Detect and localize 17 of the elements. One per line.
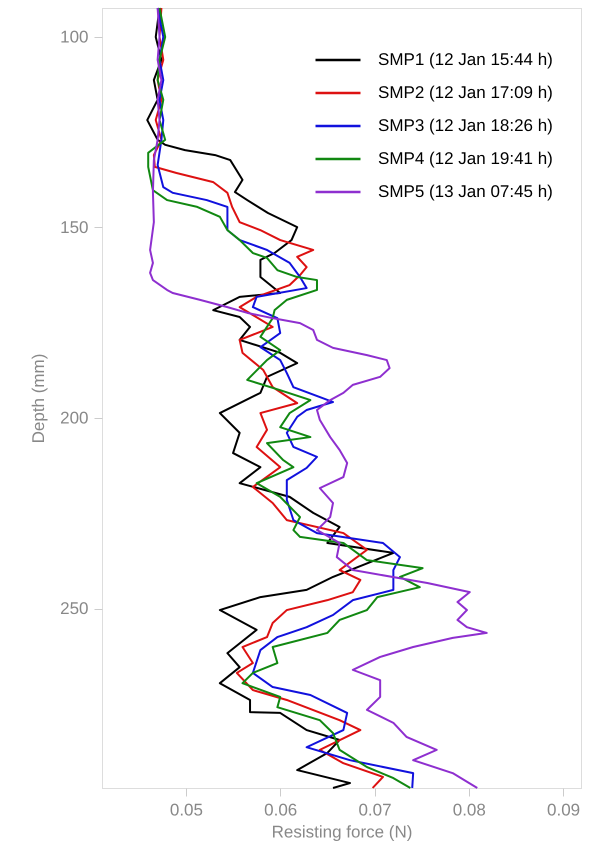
y-tick-label: 100 — [60, 27, 88, 46]
y-axis-title: Depth (mm) — [29, 354, 48, 444]
legend-label: SMP5 (13 Jan 07:45 h) — [378, 182, 553, 201]
y-tick-label: 150 — [60, 218, 88, 237]
y-tick-label: 250 — [60, 599, 88, 618]
y-tick-label: 200 — [60, 408, 88, 428]
x-tick-label: 0.08 — [452, 800, 486, 820]
x-tick-label: 0.09 — [547, 800, 580, 820]
legend-label: SMP4 (12 Jan 19:41 h) — [378, 149, 553, 168]
legend-label: SMP2 (12 Jan 17:09 h) — [378, 83, 553, 102]
x-tick-label: 0.07 — [358, 800, 392, 820]
x-tick-label: 0.06 — [264, 800, 298, 820]
line-series — [149, 7, 488, 789]
legend-label: SMP3 (12 Jan 18:26 h) — [378, 116, 553, 135]
legend-label: SMP1 (12 Jan 15:44 h) — [378, 50, 553, 69]
x-axis-title: Resisting force (N) — [272, 822, 412, 842]
x-tick-label: 0.05 — [170, 800, 203, 820]
